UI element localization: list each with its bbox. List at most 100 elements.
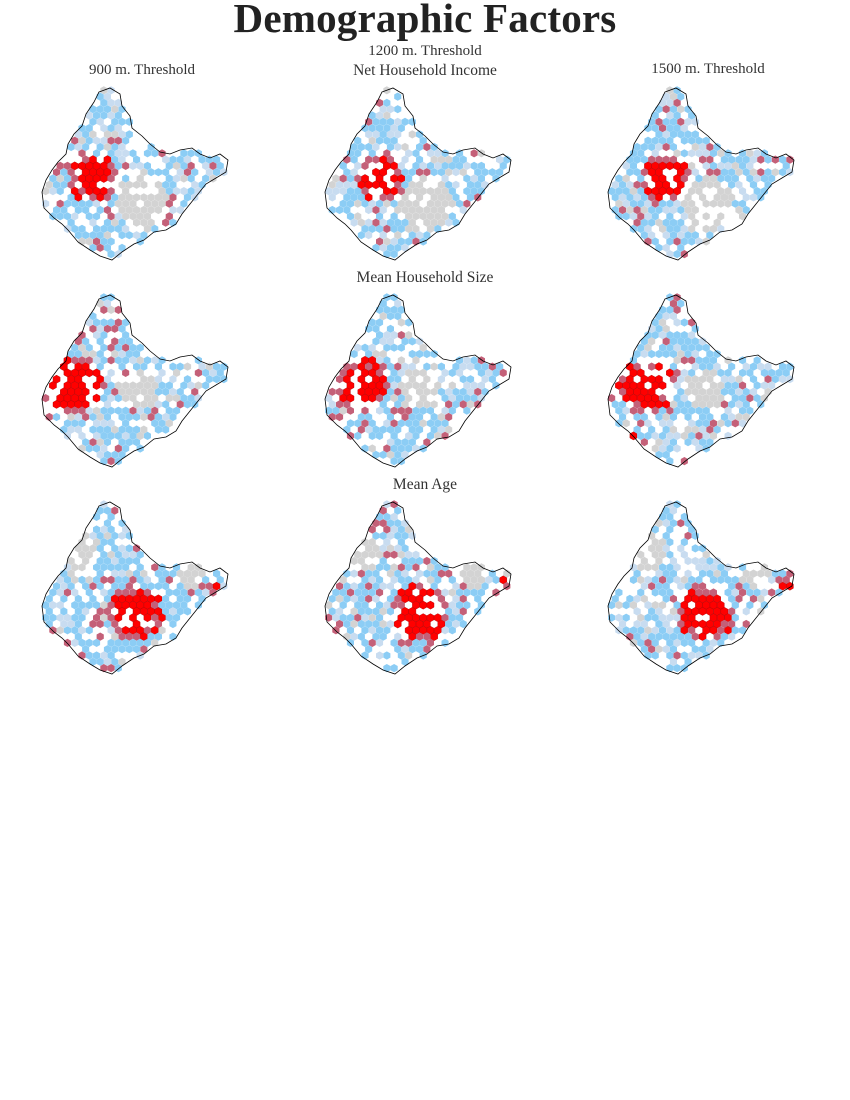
hex-cell — [735, 582, 743, 591]
hex-cell — [85, 575, 93, 584]
hex-cell — [648, 632, 656, 641]
hex-cell — [644, 626, 652, 635]
hex-cell — [78, 136, 86, 145]
hex-cell — [93, 419, 101, 428]
hex-cell — [673, 111, 681, 120]
hex-cell — [702, 550, 710, 559]
hex-cell — [63, 613, 71, 622]
hex-cell — [713, 180, 721, 189]
hex-cell — [383, 626, 391, 635]
hex-cell — [60, 425, 68, 434]
hex-cell — [405, 419, 413, 428]
hex-cell — [390, 124, 398, 133]
hex-cell — [680, 368, 688, 377]
hex-cell — [669, 400, 677, 409]
hex-cell — [644, 224, 652, 233]
hex-cell — [368, 431, 376, 440]
hex-cell — [339, 161, 347, 170]
hex-cell — [216, 161, 224, 170]
hex-cell — [481, 168, 489, 177]
hex-cell — [731, 575, 739, 584]
hex-cell — [183, 155, 192, 164]
hex-cell — [644, 638, 652, 647]
hex-cell — [731, 174, 739, 183]
hex-cell — [125, 438, 133, 447]
hex-cell — [85, 343, 93, 352]
hex-cell — [441, 174, 449, 183]
hex-cell — [684, 105, 692, 114]
hex-cell — [655, 362, 663, 371]
hex-cell — [379, 519, 387, 528]
hex-cell — [96, 632, 104, 641]
hex-cell — [67, 582, 75, 591]
hex-cell — [477, 588, 485, 597]
hex-cell — [368, 224, 376, 233]
hex-cell — [332, 406, 340, 415]
hex-cell — [365, 205, 373, 215]
hexbin-map-household-size-1200 — [324, 293, 512, 468]
hex-cell — [379, 105, 387, 114]
hex-cell — [419, 600, 428, 610]
hex-cell — [67, 193, 75, 202]
hex-cell — [651, 550, 659, 559]
hex-cell — [379, 425, 387, 434]
hex-cell — [702, 419, 710, 428]
hex-cell — [488, 375, 496, 384]
hex-cell — [96, 243, 104, 252]
hex-cell — [659, 601, 667, 610]
hex-cell — [379, 205, 387, 215]
hex-cell — [633, 425, 641, 434]
hex-cell — [699, 155, 707, 164]
hex-cell — [390, 224, 398, 233]
hex-cell — [100, 394, 108, 403]
hex-cell — [394, 142, 402, 152]
hex-cell — [365, 569, 373, 578]
hex-cell — [717, 199, 725, 208]
hex-cell — [74, 193, 83, 202]
hex-cell — [651, 111, 659, 120]
hex-cell — [691, 425, 699, 434]
hex-cell — [158, 601, 166, 610]
hex-cell — [100, 305, 108, 314]
hex-cell — [45, 180, 53, 189]
hex-cell — [669, 92, 677, 101]
hex-cell — [394, 531, 402, 540]
hex-cell — [158, 575, 166, 584]
hex-cell — [379, 312, 387, 321]
hex-cell — [405, 575, 413, 584]
hex-cell — [107, 431, 115, 440]
hex-cell — [408, 438, 416, 447]
hex-cell — [93, 136, 101, 145]
hex-cell — [143, 394, 151, 403]
hex-cell — [183, 400, 192, 409]
hex-cell — [757, 569, 765, 578]
hex-cell — [419, 161, 427, 170]
hex-cell — [183, 582, 192, 591]
hex-cell — [717, 187, 725, 196]
hex-cell — [459, 205, 467, 215]
hex-cell — [122, 381, 130, 390]
hex-cell — [680, 343, 688, 352]
hex-cell — [786, 155, 794, 164]
hex-cell — [419, 136, 427, 145]
hex-cell — [709, 431, 717, 440]
hex-cell — [78, 601, 86, 610]
hex-cell — [666, 250, 674, 259]
hex-cell — [713, 142, 721, 152]
hex-cell — [151, 406, 159, 415]
hex-cell — [187, 161, 195, 170]
hex-cell — [397, 237, 405, 246]
hex-cell — [746, 575, 754, 584]
hex-cell — [739, 161, 747, 170]
hex-cell — [165, 174, 173, 183]
hex-cell — [372, 117, 380, 126]
hex-cell — [63, 174, 71, 183]
hex-cell — [162, 387, 170, 396]
hex-cell — [140, 387, 148, 396]
hex-cell — [742, 205, 750, 215]
hex-cell — [100, 525, 108, 534]
hex-cell — [93, 406, 101, 415]
column-header-1500: 1500 m. Threshold — [651, 61, 765, 77]
hex-cell — [125, 193, 133, 202]
hex-cell — [165, 601, 173, 610]
